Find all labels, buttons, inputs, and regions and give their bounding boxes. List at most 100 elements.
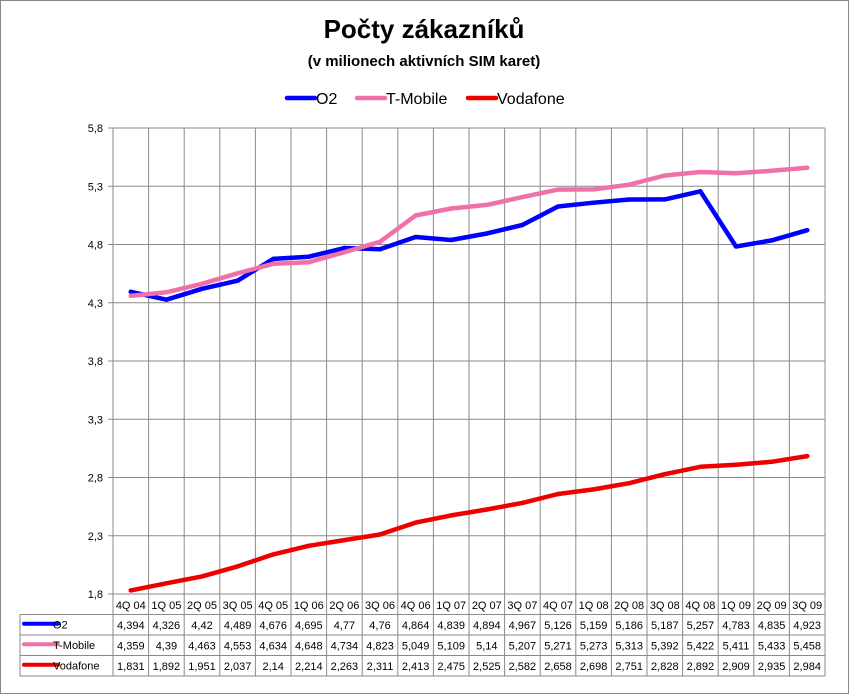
- data-point: [555, 187, 561, 192]
- data-point: [342, 249, 347, 255]
- data-point: [128, 588, 133, 593]
- data-point: [199, 574, 205, 579]
- data-label: 4,463: [188, 641, 216, 653]
- data-label: 5,207: [509, 641, 537, 653]
- data-label: 5,458: [793, 641, 821, 653]
- data-label: 2,698: [580, 661, 608, 673]
- data-point: [377, 239, 383, 245]
- x-tick-label: 4Q 04: [116, 600, 146, 612]
- data-label: 5,257: [687, 620, 715, 632]
- data-point: [271, 256, 276, 262]
- series-line-vodafone: [128, 453, 810, 593]
- data-point: [235, 564, 240, 569]
- data-label: 1,951: [188, 661, 216, 673]
- x-tick-label: 2Q 08: [614, 600, 644, 612]
- y-tick-label: 4,3: [88, 298, 103, 310]
- data-point: [698, 464, 703, 469]
- data-label: 4,923: [793, 620, 821, 632]
- data-label: 2,037: [224, 661, 252, 673]
- x-tick-label: 3Q 08: [650, 600, 680, 612]
- data-label: 5,187: [651, 620, 679, 632]
- data-point: [627, 197, 632, 202]
- data-label: 4,839: [437, 620, 465, 632]
- data-label: 2,935: [758, 661, 786, 673]
- data-point: [413, 520, 418, 525]
- data-point: [555, 491, 561, 497]
- x-tick-label: 2Q 05: [187, 600, 217, 612]
- data-label: 5,14: [476, 641, 497, 653]
- data-label: 2,263: [331, 661, 359, 673]
- data-label: 2,909: [722, 661, 750, 673]
- data-label: 5,411: [723, 641, 750, 653]
- y-tick-label: 3,3: [88, 414, 103, 426]
- data-label: 2,658: [544, 661, 572, 673]
- data-label: 2,751: [615, 661, 643, 673]
- data-point: [306, 260, 311, 265]
- legend-label: Vodafone: [497, 91, 565, 108]
- legend: O2 T-Mobile Vodafone: [284, 91, 565, 108]
- data-label: 2,475: [437, 661, 465, 673]
- y-tick-label: 1,8: [88, 589, 103, 601]
- data-label: 2,311: [367, 661, 394, 673]
- data-label: 4,394: [117, 620, 145, 632]
- data-point: [769, 168, 774, 173]
- data-label: 4,489: [224, 620, 252, 632]
- data-label: 4,76: [369, 620, 390, 632]
- data-point: [377, 532, 383, 537]
- data-point: [520, 194, 525, 200]
- data-label: 5,313: [615, 641, 643, 653]
- data-point: [449, 513, 454, 518]
- data-label: 4,77: [334, 620, 355, 632]
- x-tick-label: 4Q 05: [258, 600, 288, 612]
- x-tick-label: 1Q 08: [579, 600, 609, 612]
- data-point: [413, 213, 418, 218]
- data-point: [271, 552, 276, 557]
- data-label: 4,783: [722, 620, 750, 632]
- data-label: 4,967: [509, 620, 537, 632]
- data-label: 2,14: [262, 661, 283, 673]
- data-label: 4,359: [117, 641, 145, 653]
- x-tick-label: 1Q 06: [294, 600, 324, 612]
- data-label: 2,214: [295, 661, 323, 673]
- data-point: [733, 244, 739, 249]
- data-label: 4,676: [259, 620, 287, 632]
- data-point: [449, 237, 454, 243]
- data-label: 5,109: [437, 641, 465, 653]
- x-tick-label: 2Q 06: [329, 600, 359, 612]
- y-tick-label: 3,8: [88, 356, 103, 368]
- table-series-name: Vodafone: [53, 661, 100, 673]
- data-point: [627, 481, 632, 486]
- x-tick-label: 2Q 09: [757, 600, 787, 612]
- data-point: [520, 222, 525, 228]
- data-point: [235, 278, 240, 283]
- y-tick-label: 2,3: [88, 531, 103, 543]
- data-point: [413, 234, 418, 240]
- x-tick-label: 3Q 09: [792, 600, 822, 612]
- data-point: [555, 204, 561, 209]
- chart-subtitle: (v milionech aktivních SIM karet): [308, 53, 541, 70]
- data-point: [271, 261, 276, 267]
- data-point: [805, 165, 810, 171]
- y-tick-label: 5,8: [88, 123, 103, 135]
- data-point: [377, 246, 383, 252]
- grid: [112, 127, 826, 676]
- data-point: [591, 187, 596, 192]
- data-label: 1,892: [153, 661, 181, 673]
- data-point: [591, 200, 596, 205]
- x-tick-label: 1Q 07: [436, 600, 466, 612]
- data-label: 5,126: [544, 620, 572, 632]
- data-label: 5,271: [544, 641, 572, 653]
- data-label: 5,422: [687, 641, 715, 653]
- x-tick-label: 1Q 05: [151, 600, 181, 612]
- data-label: 2,413: [402, 661, 430, 673]
- data-point: [698, 189, 703, 194]
- data-label: 5,049: [402, 641, 430, 653]
- data-table: 4Q 04 1Q 05 2Q 05 3Q 05 4Q 05 1Q 06 2Q 06 3Q 06…: [19, 600, 825, 677]
- data-label: 2,525: [473, 661, 501, 673]
- series-lines: [128, 165, 810, 593]
- data-point: [591, 487, 596, 492]
- x-tick-label: 3Q 06: [365, 600, 395, 612]
- data-point: [733, 462, 739, 468]
- data-label: 4,553: [224, 641, 252, 653]
